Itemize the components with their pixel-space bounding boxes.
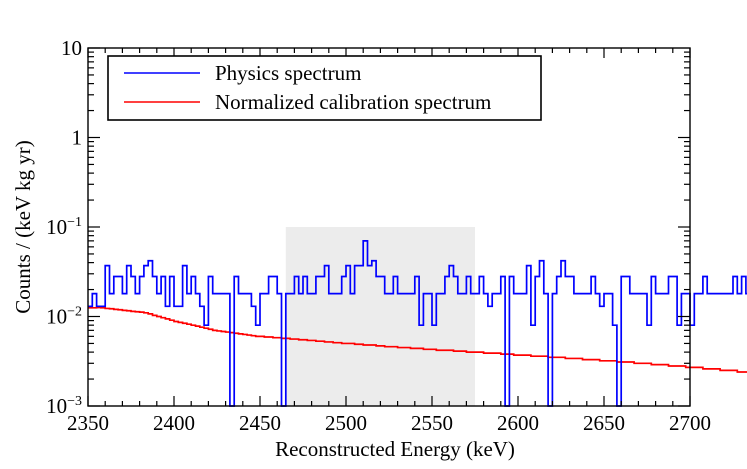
y-tick-label: 10	[61, 36, 82, 60]
x-tick-label: 2650	[583, 411, 625, 435]
physics-spectrum-line	[88, 240, 747, 407]
shaded-region	[285, 227, 475, 406]
legend: Physics spectrum Normalized calibration …	[107, 55, 542, 121]
x-tick-label: 2350	[67, 411, 109, 435]
legend-label-physics: Physics spectrum	[215, 61, 361, 85]
x-tick-label: 2450	[239, 411, 281, 435]
y-tick-label: 10−2	[46, 305, 82, 329]
x-tick-label: 2500	[325, 411, 367, 435]
y-axis-label: Counts / (keV kg yr)	[11, 140, 35, 313]
x-tick-label: 2600	[497, 411, 539, 435]
x-tick-label: 2550	[411, 411, 453, 435]
y-tick-label: 1	[72, 126, 83, 150]
x-axis-label: Reconstructed Energy (keV)	[275, 437, 515, 461]
legend-box	[107, 55, 542, 121]
legend-label-calibration: Normalized calibration spectrum	[215, 90, 491, 114]
x-tick-label: 2400	[153, 411, 195, 435]
y-tick-label: 10−1	[46, 215, 82, 239]
y-tick-label: 10−3	[46, 394, 82, 418]
x-tick-label: 2700	[669, 411, 711, 435]
calibration-spectrum-line	[88, 306, 747, 373]
